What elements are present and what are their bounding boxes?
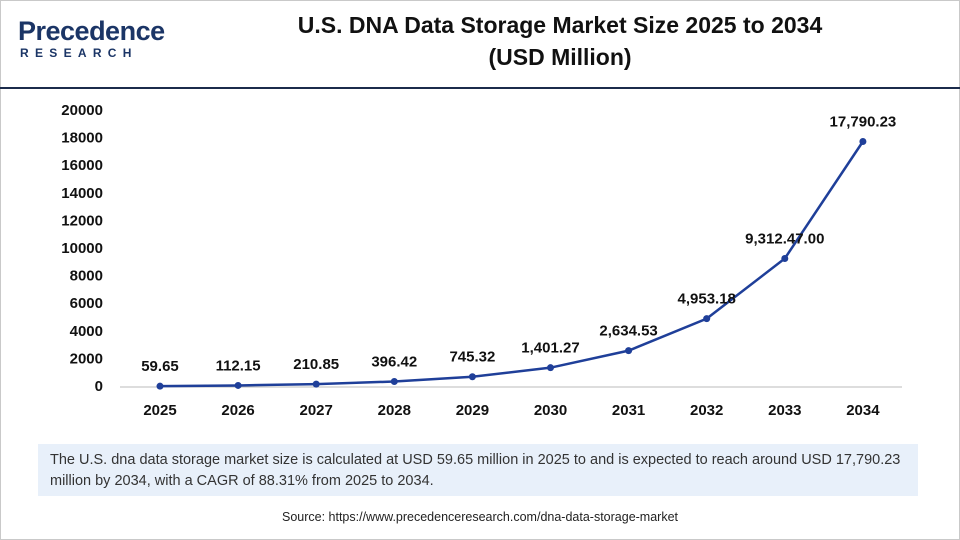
marker bbox=[703, 315, 711, 323]
y-tick-label: 2000 bbox=[70, 350, 103, 367]
x-tick-label: 2029 bbox=[456, 402, 489, 419]
marker bbox=[859, 137, 867, 145]
marker bbox=[781, 254, 789, 262]
value-label: 112.15 bbox=[216, 357, 261, 374]
value-label: 17,790.23 bbox=[830, 113, 897, 130]
chart-subtitle: (USD Million) bbox=[488, 44, 632, 70]
y-tick-label: 18000 bbox=[61, 130, 103, 147]
y-tick-label: 20000 bbox=[61, 102, 103, 119]
marker bbox=[625, 347, 633, 355]
marker bbox=[156, 382, 164, 390]
source: Source: https://www.precedenceresearch.c… bbox=[281, 510, 679, 524]
y-tick-label: 10000 bbox=[61, 240, 103, 257]
header: Precedence RESEARCH U.S. DNA Data Storag… bbox=[0, 0, 960, 89]
logo-tagline: RESEARCH bbox=[20, 46, 138, 60]
marker bbox=[390, 378, 398, 386]
x-tick-label: 2027 bbox=[300, 402, 333, 419]
y-tick-label: 16000 bbox=[61, 157, 103, 174]
x-tick-label: 2026 bbox=[221, 402, 254, 419]
x-tick-label: 2030 bbox=[534, 402, 567, 419]
line bbox=[159, 140, 864, 388]
value-label: 2,634.53 bbox=[599, 323, 657, 340]
value-label: 9,312.47.00 bbox=[745, 230, 824, 247]
value-label: 4,953.18 bbox=[678, 291, 736, 308]
value-label: 210.85 bbox=[293, 356, 339, 373]
marker bbox=[234, 381, 242, 389]
x-tick-label: 2025 bbox=[143, 402, 176, 419]
x-tick-label: 2033 bbox=[768, 402, 801, 419]
chart-title: U.S. DNA Data Storage Market Size 2025 t… bbox=[297, 12, 823, 38]
marker bbox=[468, 373, 476, 381]
x-tick-label: 2031 bbox=[612, 402, 645, 419]
value-label: 745.32 bbox=[449, 349, 495, 366]
x-tick-label: 2032 bbox=[690, 402, 723, 419]
x-tick-label: 2028 bbox=[378, 402, 411, 419]
marker bbox=[312, 380, 320, 388]
y-tick-label: 0 bbox=[95, 378, 103, 395]
value-label: 396.42 bbox=[371, 353, 417, 370]
x-tick-label: 2034 bbox=[846, 402, 880, 419]
y-tick-label: 4000 bbox=[70, 323, 103, 340]
y-tick-label: 14000 bbox=[61, 185, 103, 202]
y-tick-label: 8000 bbox=[70, 268, 103, 285]
marker bbox=[547, 364, 554, 372]
value-label: 1,401.27 bbox=[521, 340, 579, 357]
y-tick-label: 6000 bbox=[70, 295, 103, 312]
description: The U.S. dna data storage market size is… bbox=[38, 444, 918, 496]
value-label: 59.65 bbox=[141, 358, 179, 375]
y-tick-label: 12000 bbox=[61, 212, 103, 229]
logo-name: Precedence bbox=[18, 16, 165, 46]
